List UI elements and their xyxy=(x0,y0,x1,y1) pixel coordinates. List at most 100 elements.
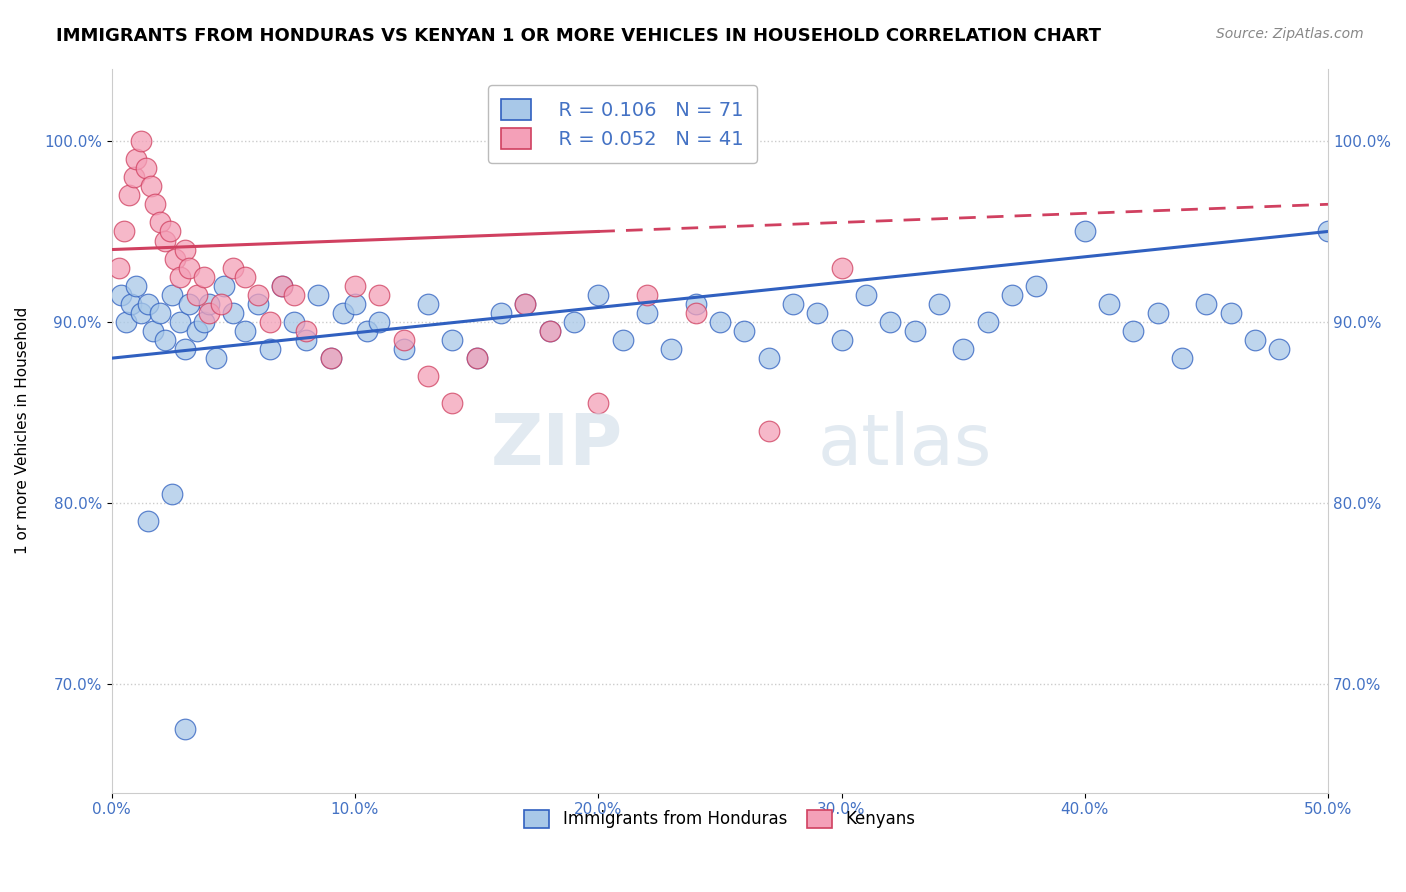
Point xyxy=(952,342,974,356)
Point xyxy=(222,306,245,320)
Point xyxy=(806,306,828,320)
Point xyxy=(235,269,257,284)
Point xyxy=(1317,224,1340,238)
Point xyxy=(319,351,342,366)
Point xyxy=(343,297,366,311)
Point xyxy=(283,315,305,329)
Point xyxy=(129,134,152,148)
Point xyxy=(246,288,269,302)
Point xyxy=(758,424,780,438)
Point xyxy=(259,342,281,356)
Point xyxy=(193,315,215,329)
Point xyxy=(586,396,609,410)
Point xyxy=(392,342,415,356)
Point xyxy=(159,224,181,238)
Point xyxy=(162,288,184,302)
Point xyxy=(441,333,464,347)
Point xyxy=(343,278,366,293)
Point xyxy=(283,288,305,302)
Point xyxy=(356,324,378,338)
Text: Source: ZipAtlas.com: Source: ZipAtlas.com xyxy=(1216,27,1364,41)
Point xyxy=(179,297,201,311)
Point xyxy=(612,333,634,347)
Point xyxy=(831,260,853,275)
Point xyxy=(636,288,658,302)
Point xyxy=(120,297,142,311)
Point xyxy=(129,306,152,320)
Point xyxy=(515,297,537,311)
Point xyxy=(368,315,391,329)
Point xyxy=(186,288,208,302)
Point xyxy=(368,288,391,302)
Point xyxy=(295,324,318,338)
Point xyxy=(392,333,415,347)
Point xyxy=(976,315,998,329)
Text: ZIP: ZIP xyxy=(491,410,623,480)
Point xyxy=(235,324,257,338)
Point xyxy=(319,351,342,366)
Point xyxy=(149,306,172,320)
Point xyxy=(733,324,755,338)
Point xyxy=(139,179,162,194)
Point xyxy=(709,315,731,329)
Point xyxy=(153,333,176,347)
Point xyxy=(332,306,354,320)
Point xyxy=(586,288,609,302)
Point xyxy=(271,278,294,293)
Point xyxy=(136,514,159,528)
Point xyxy=(173,723,195,737)
Point xyxy=(685,306,707,320)
Point xyxy=(1001,288,1024,302)
Point xyxy=(169,315,191,329)
Point xyxy=(562,315,585,329)
Point xyxy=(416,297,439,311)
Text: IMMIGRANTS FROM HONDURAS VS KENYAN 1 OR MORE VEHICLES IN HOUSEHOLD CORRELATION C: IMMIGRANTS FROM HONDURAS VS KENYAN 1 OR … xyxy=(56,27,1101,45)
Point xyxy=(142,324,165,338)
Legend: Immigrants from Honduras, Kenyans: Immigrants from Honduras, Kenyans xyxy=(517,803,922,835)
Point xyxy=(112,224,135,238)
Point xyxy=(416,369,439,384)
Point xyxy=(173,342,195,356)
Point xyxy=(879,315,901,329)
Point xyxy=(149,215,172,229)
Text: atlas: atlas xyxy=(817,410,991,480)
Point xyxy=(685,297,707,311)
Point xyxy=(1244,333,1267,347)
Point xyxy=(465,351,488,366)
Point xyxy=(1195,297,1218,311)
Point xyxy=(259,315,281,329)
Point xyxy=(117,188,139,202)
Point xyxy=(173,243,195,257)
Point xyxy=(115,315,138,329)
Point xyxy=(1171,351,1194,366)
Point xyxy=(222,260,245,275)
Point xyxy=(1268,342,1291,356)
Point xyxy=(212,278,235,293)
Point xyxy=(271,278,294,293)
Point xyxy=(135,161,157,175)
Point xyxy=(538,324,561,338)
Point xyxy=(193,269,215,284)
Point xyxy=(153,234,176,248)
Point xyxy=(246,297,269,311)
Point xyxy=(198,306,221,320)
Point xyxy=(110,288,132,302)
Point xyxy=(465,351,488,366)
Point xyxy=(489,306,512,320)
Point xyxy=(1025,278,1047,293)
Point xyxy=(136,297,159,311)
Point xyxy=(122,170,145,185)
Point xyxy=(179,260,201,275)
Point xyxy=(1146,306,1168,320)
Point xyxy=(1074,224,1097,238)
Point xyxy=(169,269,191,284)
Point xyxy=(855,288,877,302)
Point xyxy=(659,342,682,356)
Point xyxy=(782,297,804,311)
Point xyxy=(928,297,950,311)
Point xyxy=(209,297,232,311)
Point xyxy=(108,260,131,275)
Point xyxy=(162,487,184,501)
Point xyxy=(125,152,148,166)
Point xyxy=(186,324,208,338)
